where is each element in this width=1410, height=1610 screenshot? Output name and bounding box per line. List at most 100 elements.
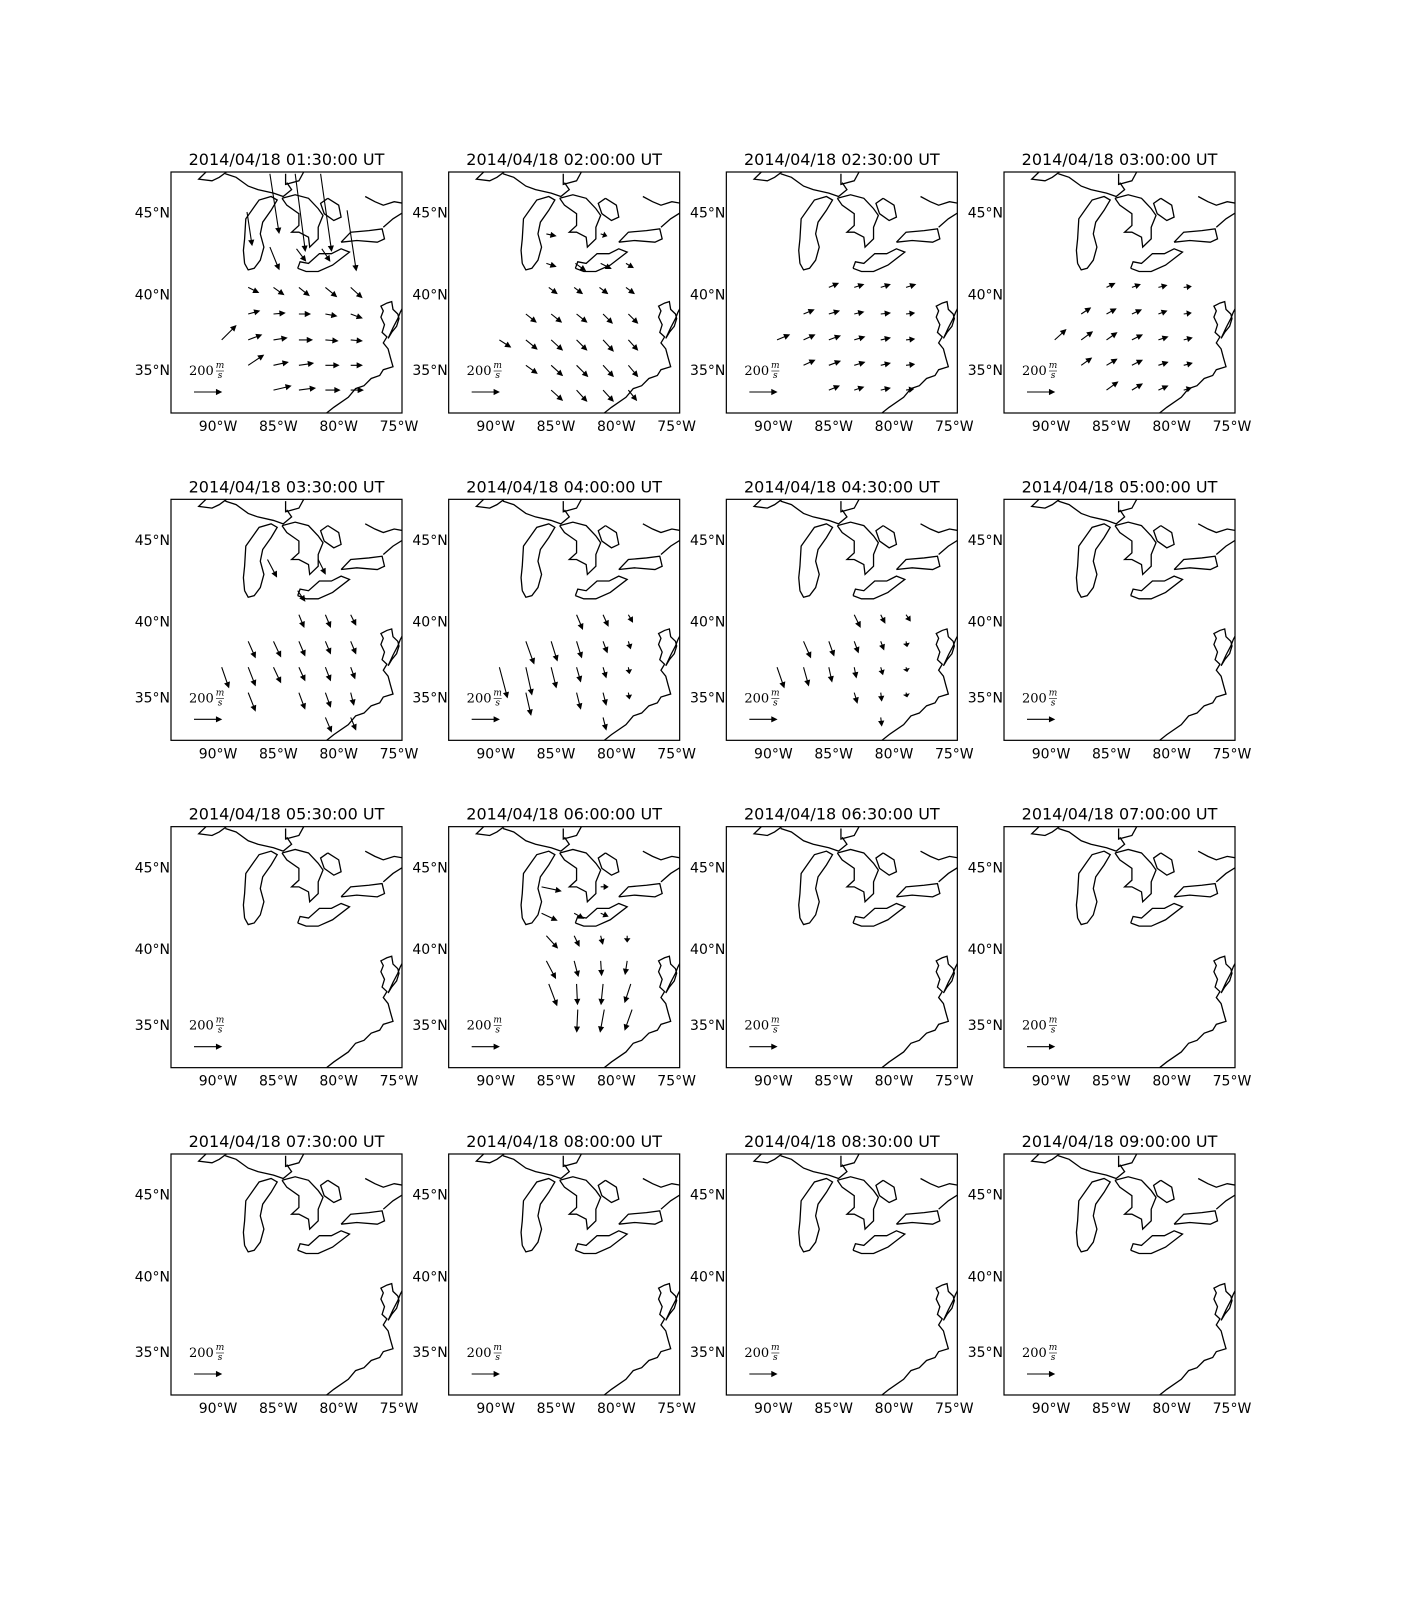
panel-title: 2014/04/18 07:30:00 UT xyxy=(189,1132,385,1151)
x-tick-label: 75°W xyxy=(380,1401,419,1417)
key-value: 200 xyxy=(467,364,492,379)
wind-arrow xyxy=(525,339,538,350)
wind-arrow xyxy=(273,286,285,296)
wind-arrow xyxy=(1158,335,1169,342)
coastline xyxy=(1173,1210,1219,1225)
wind-arrow xyxy=(273,360,289,367)
coastline xyxy=(474,1153,505,1164)
coastline xyxy=(1075,195,1112,271)
key-unit-denominator: s xyxy=(773,1026,778,1036)
wind-arrow xyxy=(294,173,308,252)
wind-arrow xyxy=(905,361,916,369)
wind-arrow xyxy=(573,960,580,978)
x-tick-label: 80°W xyxy=(875,419,914,435)
wind-arrow xyxy=(602,641,609,654)
wind-arrow xyxy=(601,692,608,706)
y-tick-label: 35°N xyxy=(968,690,1003,706)
coastline xyxy=(502,827,571,852)
wind-arrow xyxy=(601,667,608,679)
wind-arrow xyxy=(576,339,588,351)
x-tick-label: 85°W xyxy=(814,419,853,435)
map-area xyxy=(474,172,680,413)
coastline xyxy=(875,852,898,876)
map-panel: 2014/04/18 07:30:00 UT 90°W 85°W 80°W 75°W 35… xyxy=(135,1132,419,1417)
map-area xyxy=(752,172,958,413)
x-tick-label: 75°W xyxy=(380,419,419,435)
wind-arrow xyxy=(273,310,286,317)
wind-arrow xyxy=(550,313,563,323)
coastline xyxy=(780,827,848,852)
key-value: 200 xyxy=(1022,1019,1047,1034)
wind-arrow xyxy=(1106,381,1119,391)
wind-arrow xyxy=(550,641,559,662)
wind-arrow xyxy=(627,313,639,324)
wind-arrow xyxy=(350,667,356,680)
coastline xyxy=(881,955,958,1068)
coastline xyxy=(597,852,620,876)
panel-title: 2014/04/18 05:00:00 UT xyxy=(1022,477,1218,496)
x-tick-label: 75°W xyxy=(1213,1074,1252,1090)
map-area xyxy=(197,499,402,741)
coastline xyxy=(752,499,783,509)
x-tick-label: 85°W xyxy=(1092,1074,1131,1090)
wind-arrow xyxy=(325,337,339,344)
coastline xyxy=(597,525,620,549)
wind-arrow xyxy=(622,960,630,976)
coastline xyxy=(364,850,402,861)
wind-arrow xyxy=(325,286,338,298)
x-tick-label: 85°W xyxy=(814,1074,853,1090)
map-panel: 2014/04/18 08:30:00 UT 90°W 85°W 80°W 75°W 35… xyxy=(690,1132,974,1417)
coastline xyxy=(895,1210,941,1225)
coastline xyxy=(1058,1155,1126,1180)
x-tick-label: 80°W xyxy=(319,1074,358,1090)
map-area xyxy=(752,826,958,1068)
wind-arrow xyxy=(1183,310,1192,317)
wind-arrow xyxy=(803,334,816,341)
coastline xyxy=(1075,523,1112,598)
wind-arrow xyxy=(247,354,265,366)
wind-arrow xyxy=(221,325,237,341)
coastline xyxy=(597,1179,620,1204)
coastline xyxy=(474,826,505,837)
panel-title: 2014/04/18 06:30:00 UT xyxy=(744,805,940,824)
wind-arrow xyxy=(602,614,609,627)
coastline xyxy=(559,521,602,576)
wind-arrow xyxy=(905,336,916,343)
x-tick-label: 90°W xyxy=(1032,1074,1071,1090)
coastline xyxy=(1130,1230,1184,1255)
coastline xyxy=(618,882,663,898)
map-frame xyxy=(448,171,681,414)
key-value: 200 xyxy=(467,691,492,706)
map-area xyxy=(1030,1153,1236,1395)
wind-arrow xyxy=(267,559,278,578)
wind-arrow xyxy=(325,362,340,369)
key-unit-denominator: s xyxy=(495,371,500,381)
key-unit-numerator: m xyxy=(1049,361,1058,371)
wind-arrow xyxy=(880,283,891,290)
wind-arrow xyxy=(854,283,865,290)
coastline xyxy=(1173,228,1219,243)
wind-arrow xyxy=(324,641,332,655)
x-tick-label: 80°W xyxy=(319,419,358,435)
wind-arrow xyxy=(1054,329,1067,341)
coastline xyxy=(895,555,941,571)
coastline xyxy=(382,867,402,883)
key-value: 200 xyxy=(189,1019,214,1034)
x-tick-label: 80°W xyxy=(597,1401,636,1417)
y-tick-label: 35°N xyxy=(968,1345,1003,1361)
panel-title: 2014/04/18 02:30:00 UT xyxy=(744,150,940,169)
x-tick-label: 85°W xyxy=(537,1401,576,1417)
coastline xyxy=(875,525,898,549)
map-area xyxy=(1030,172,1236,413)
wind-arrow xyxy=(905,283,917,290)
map-frame xyxy=(170,1153,403,1396)
key-value: 200 xyxy=(189,1346,214,1361)
map-area xyxy=(1030,826,1236,1068)
coastline xyxy=(1130,248,1184,273)
coastline xyxy=(920,195,958,206)
coastline xyxy=(836,194,880,249)
wind-arrow xyxy=(828,360,842,366)
panel-title: 2014/04/18 03:30:00 UT xyxy=(189,477,385,496)
